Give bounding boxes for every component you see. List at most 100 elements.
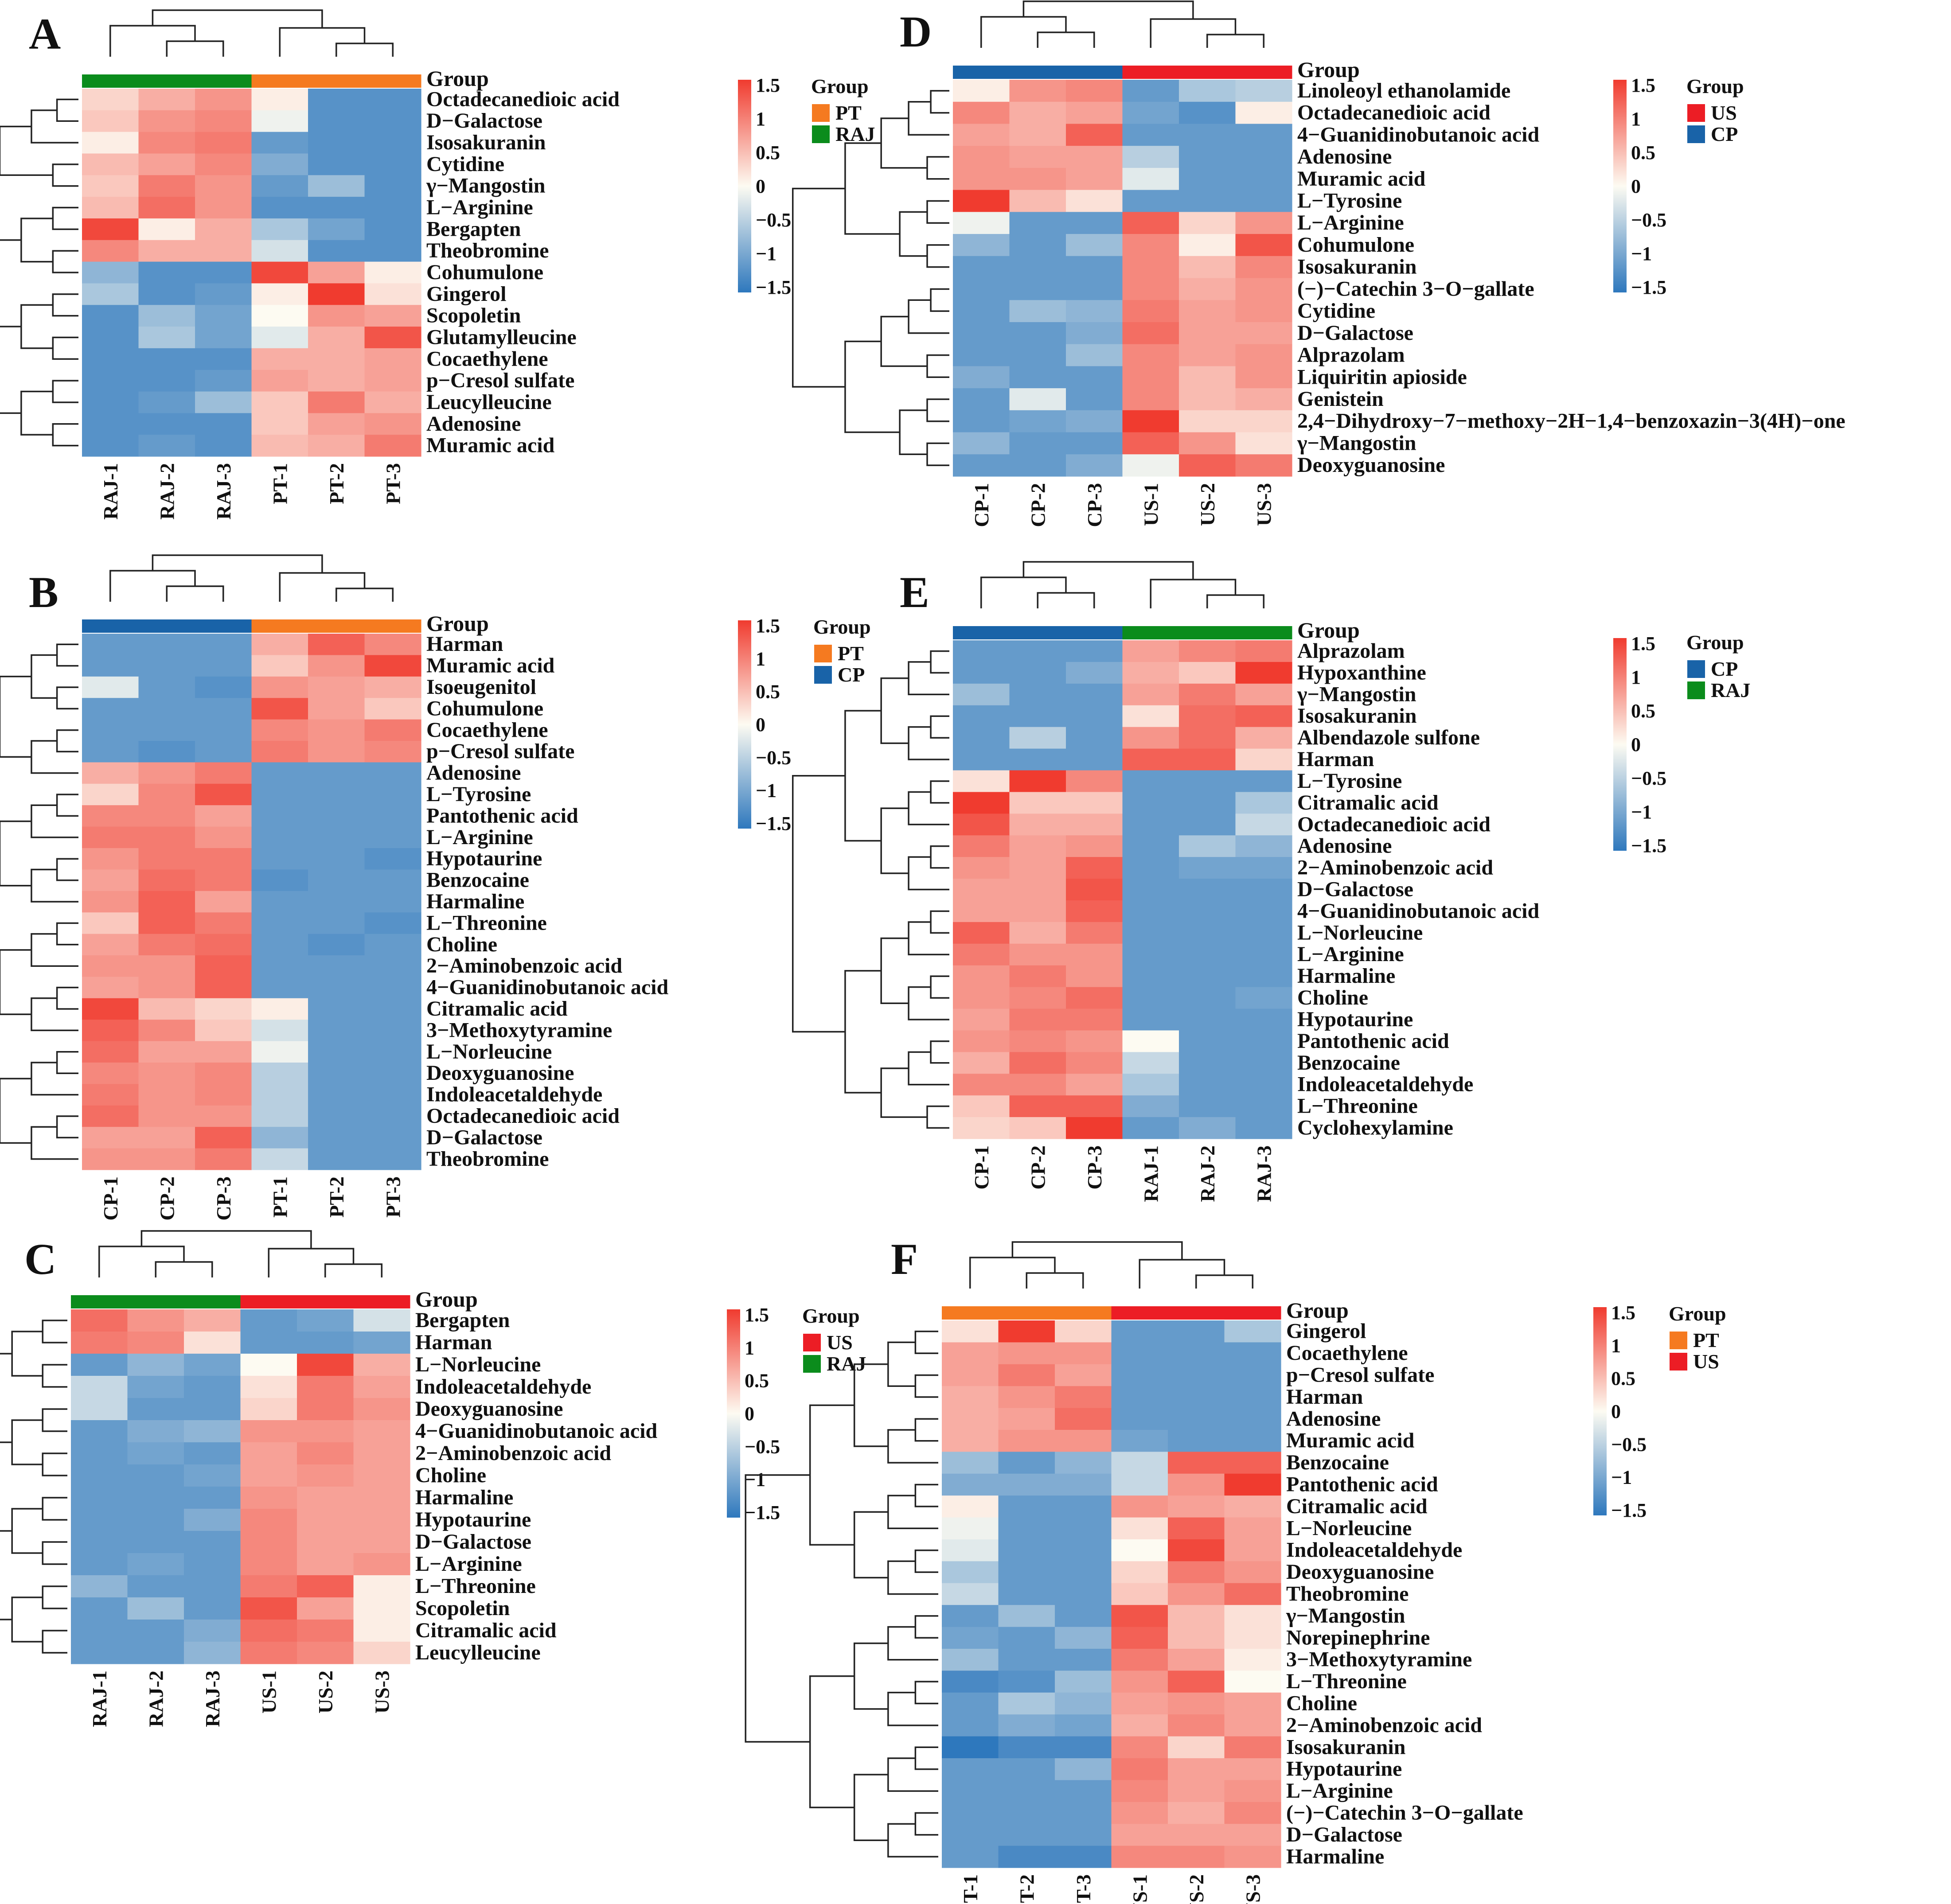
row-dendrogram-branch (52, 336, 78, 360)
heatmap-cell (1168, 1495, 1225, 1518)
heatmap-cell (251, 435, 308, 457)
row-dendrogram-branch (31, 1062, 78, 1096)
row-dendrogram-branch (930, 975, 949, 999)
heatmap-cell (1179, 300, 1236, 323)
heatmap-cell (1066, 1052, 1123, 1074)
heatmap-cell (71, 1620, 128, 1642)
row-dendrogram-branch (930, 910, 949, 934)
panel-label: D (900, 7, 932, 56)
heatmap-cell (1235, 278, 1292, 300)
row-dendrogram-branch (853, 1642, 888, 1710)
group-bar-cell (1066, 66, 1123, 79)
heatmap-cell (1224, 1758, 1281, 1780)
row-label: L−Tyrosine (1297, 769, 1402, 793)
heatmap-cell (1055, 1714, 1112, 1737)
heatmap-cell (308, 955, 365, 977)
heatmap-cell (1111, 1824, 1168, 1846)
heatmap-cell (82, 762, 139, 784)
heatmap-cell (942, 1320, 999, 1343)
col-dendrogram-branch (1206, 34, 1264, 48)
heatmap-cell (1179, 662, 1236, 684)
panel-label: F (891, 1234, 918, 1284)
heatmap-cell (998, 1670, 1055, 1693)
heatmap-cell (942, 1714, 999, 1737)
heatmap-cell (127, 1354, 184, 1376)
heatmap-cell (1179, 234, 1236, 257)
row-label: Harmaline (426, 890, 524, 913)
row-label: Liquiritin apioside (1297, 365, 1467, 389)
heatmap-cell (138, 413, 195, 435)
heatmap-cell (1235, 987, 1292, 1009)
heatmap-cell (1235, 124, 1292, 146)
row-dendrogram-branch (31, 109, 78, 144)
heatmap-cell (1111, 1583, 1168, 1605)
heatmap-cell (364, 110, 421, 132)
row-dendrogram-branch (31, 654, 57, 699)
row-dendrogram-branch (926, 156, 949, 180)
heatmap-cell (127, 1442, 184, 1465)
row-dendrogram-branch (887, 1626, 938, 1661)
heatmap-cell (1055, 1583, 1112, 1605)
heatmap-cell (998, 1342, 1055, 1365)
heatmap-cell (1122, 922, 1179, 944)
color-scale-tick: −1.5 (1611, 1499, 1647, 1521)
heatmap-cell (71, 1531, 128, 1554)
heatmap-cell (1055, 1539, 1112, 1561)
heatmap-cell (138, 1105, 195, 1127)
heatmap-cell (138, 1041, 195, 1063)
heatmap-cell (195, 955, 252, 977)
heatmap-cell (1009, 943, 1066, 966)
column-label: JS-2 (1185, 1874, 1208, 1904)
legend-swatch (803, 1355, 821, 1373)
heatmap-cell (942, 1408, 999, 1430)
heatmap-cell (1122, 943, 1179, 966)
heatmap-cell (138, 912, 195, 934)
row-dendrogram-branch (56, 686, 78, 710)
heatmap-cell (1066, 101, 1123, 125)
heatmap-cell (195, 912, 252, 934)
heatmap-cell (1009, 388, 1066, 411)
legend-swatch (1687, 681, 1705, 699)
color-scale-tick: −1 (756, 243, 776, 265)
row-label: L−Threonine (415, 1574, 536, 1598)
heatmap-cell (1179, 366, 1236, 389)
row-label: Harman (1286, 1385, 1363, 1409)
row-label: Citramalic acid (1297, 791, 1439, 814)
group-bar-cell (1235, 626, 1292, 639)
heatmap-cell (184, 1376, 241, 1398)
heatmap-cell (364, 934, 421, 956)
heatmap-cell (353, 1575, 410, 1598)
heatmap-cell (195, 676, 252, 698)
heatmap-cell (82, 435, 139, 457)
heatmap-cell (127, 1398, 184, 1421)
heatmap-cell (1235, 322, 1292, 345)
heatmap-cell (1066, 344, 1123, 366)
heatmap-cell (82, 348, 139, 370)
heatmap-cell (1168, 1692, 1225, 1715)
heatmap-cell (82, 110, 139, 132)
color-scale-tick: 1 (1611, 1335, 1621, 1356)
heatmap-cell (195, 435, 252, 457)
heatmap-cell (240, 1398, 297, 1421)
color-scale-tick: 1.5 (756, 74, 780, 96)
row-dendrogram-branch (31, 740, 78, 774)
group-bar-title: Group (426, 611, 489, 636)
heatmap-cell (1066, 1030, 1123, 1052)
heatmap-cell (138, 762, 195, 784)
heatmap-cell (127, 1575, 184, 1598)
row-label: γ−Mangostin (1286, 1604, 1405, 1628)
heatmap-cell (1122, 683, 1179, 706)
heatmap-cell (1009, 410, 1066, 433)
heatmap-cell (82, 218, 139, 241)
row-label: p−Cresol sulfate (1286, 1363, 1434, 1387)
heatmap-cell (127, 1531, 184, 1554)
heatmap-cell (138, 998, 195, 1020)
row-dendrogram-branch (52, 293, 78, 317)
heatmap-cell (953, 1008, 1010, 1031)
heatmap-cell (353, 1332, 410, 1354)
heatmap-cell (1122, 770, 1179, 792)
heatmap-cell (195, 175, 252, 197)
heatmap-cell (1066, 662, 1123, 684)
heatmap-cell (1055, 1649, 1112, 1671)
